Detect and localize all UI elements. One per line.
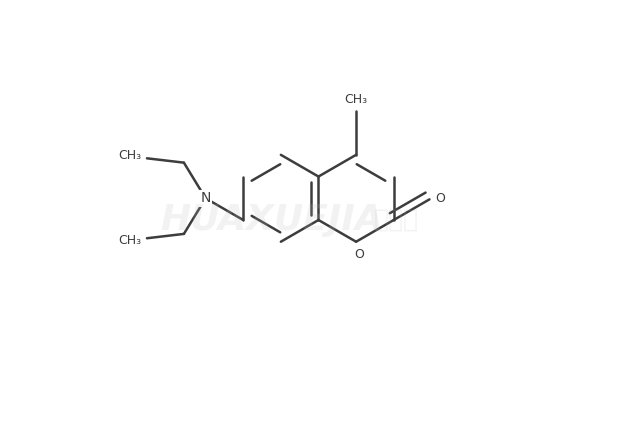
Text: N: N — [200, 191, 210, 205]
Text: 化学加: 化学加 — [373, 208, 418, 232]
Text: CH₃: CH₃ — [344, 93, 368, 106]
Text: O: O — [354, 248, 364, 261]
Text: CH₃: CH₃ — [118, 235, 141, 247]
Text: O: O — [436, 191, 446, 205]
Text: HUAXUEJIA: HUAXUEJIA — [160, 203, 384, 237]
Text: CH₃: CH₃ — [118, 149, 141, 162]
